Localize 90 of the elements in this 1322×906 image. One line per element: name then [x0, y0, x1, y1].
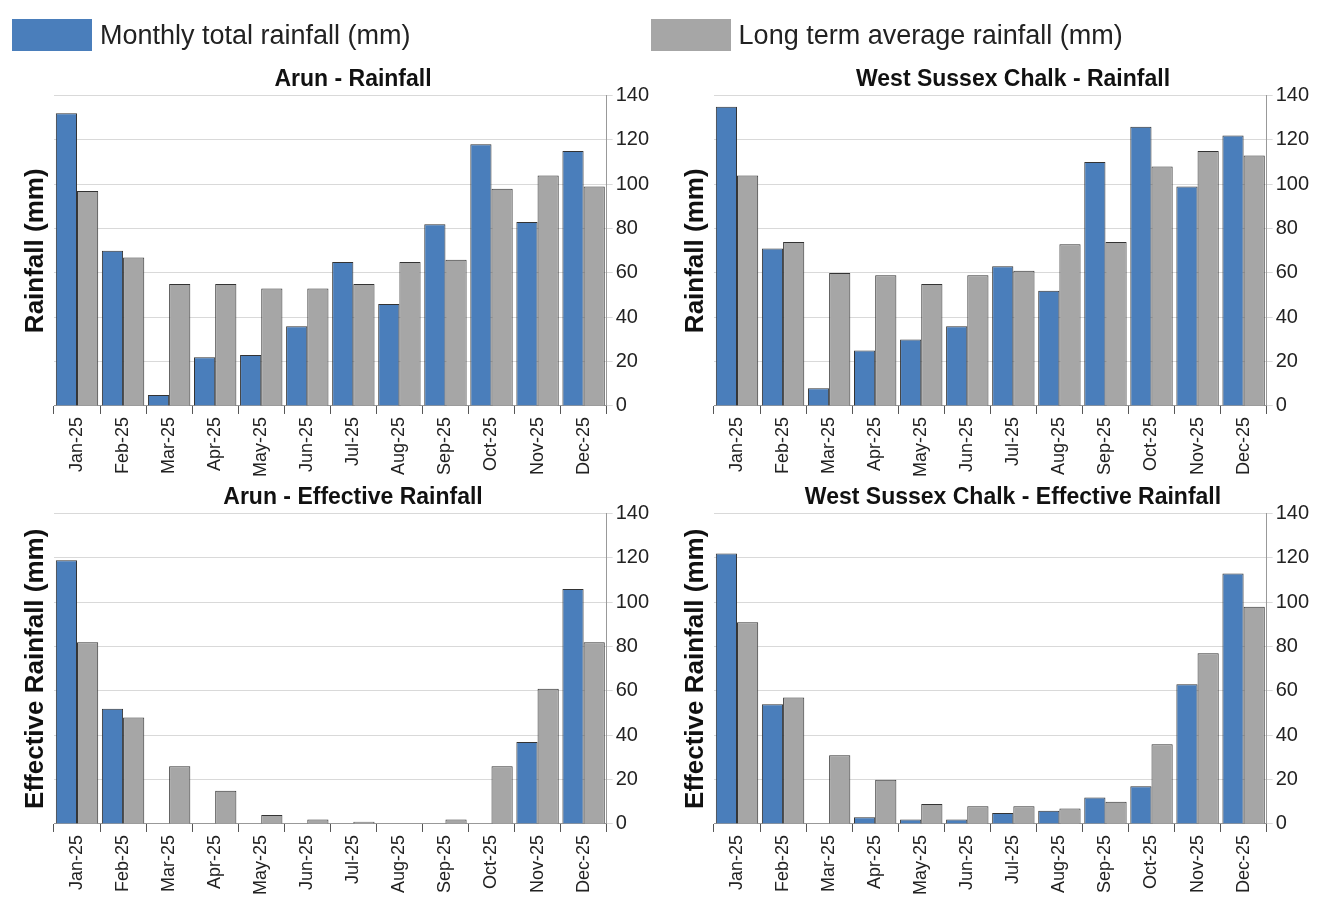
x-tick-label: Sep-25 — [434, 416, 455, 476]
x-tick-label: Apr-25 — [204, 834, 225, 890]
y-tick-label: 100 — [615, 589, 650, 612]
x-tick-label: Aug-25 — [1048, 416, 1069, 476]
x-tick-label: Dec-25 — [1232, 416, 1253, 476]
x-tick-label: Mar-25 — [818, 834, 839, 892]
x-tick-label: May-25 — [910, 834, 931, 896]
x-tick-label: Oct-25 — [1140, 834, 1161, 890]
x-tick-label: Aug-25 — [1048, 834, 1069, 894]
x-tick-label: May-25 — [250, 416, 271, 478]
x-tick-label: Sep-25 — [1094, 834, 1115, 894]
legend-label: Long term average rainfall (mm) — [738, 19, 1123, 51]
x-tick-label: Sep-25 — [434, 834, 455, 894]
y-axis-title: Rainfall (mm) — [679, 168, 710, 334]
y-tick-label: 40 — [1275, 722, 1298, 745]
x-tick-label: Oct-25 — [480, 416, 501, 472]
y-tick-label: 40 — [1275, 304, 1298, 327]
x-tick-label: Apr-25 — [864, 834, 885, 890]
y-axis-title: Effective Rainfall (mm) — [679, 528, 710, 809]
x-tick-label: May-25 — [910, 416, 931, 478]
x-tick-label: Jan-25 — [726, 834, 746, 891]
x-tick-label: Jul-25 — [342, 416, 363, 467]
x-tick-label: Mar-25 — [158, 834, 179, 892]
x-tick-label: Nov-25 — [1186, 416, 1207, 476]
x-tick-label: Sep-25 — [1094, 416, 1115, 476]
x-tick-label: Aug-25 — [388, 416, 409, 476]
x-tick-label: Jun-25 — [956, 834, 977, 891]
y-tick-label: 0 — [615, 393, 627, 416]
y-tick-label: 0 — [615, 811, 627, 834]
x-tick-label: Nov-25 — [1186, 834, 1207, 894]
y-tick-label: 140 — [1275, 501, 1310, 524]
x-tick-label: Oct-25 — [480, 834, 501, 890]
y-tick-label: 20 — [615, 349, 638, 372]
x-tick-label: May-25 — [250, 834, 271, 896]
x-tick-label: Mar-25 — [818, 416, 839, 474]
y-tick-label: 100 — [615, 171, 650, 194]
y-tick-label: 140 — [1275, 83, 1310, 106]
x-tick-label: Mar-25 — [158, 416, 179, 474]
y-tick-label: 140 — [615, 83, 650, 106]
x-tick-label: Jul-25 — [342, 834, 363, 885]
chart-title: Arun - Rainfall — [274, 65, 432, 92]
x-tick-label: Feb-25 — [772, 416, 793, 475]
x-tick-label: Jun-25 — [296, 416, 317, 473]
x-tick-label: Jan-25 — [66, 834, 86, 891]
y-tick-label: 60 — [1275, 260, 1298, 283]
chart-title: West Sussex Chalk - Rainfall — [855, 65, 1171, 92]
y-tick-label: 120 — [615, 545, 650, 568]
x-tick-label: Feb-25 — [772, 834, 793, 893]
y-axis-title: Rainfall (mm) — [19, 168, 50, 334]
y-tick-label: 120 — [615, 127, 650, 150]
y-tick-label: 100 — [1275, 171, 1310, 194]
y-tick-label: 140 — [615, 501, 650, 524]
y-tick-label: 60 — [1275, 678, 1298, 701]
y-tick-label: 40 — [615, 722, 638, 745]
y-tick-label: 20 — [1275, 349, 1298, 372]
y-tick-label: 40 — [615, 304, 638, 327]
y-tick-label: 0 — [1275, 393, 1287, 416]
x-tick-label: Dec-25 — [572, 834, 593, 894]
x-tick-label: Oct-25 — [1140, 416, 1161, 472]
legend-label: Monthly total rainfall (mm) — [100, 19, 411, 51]
x-tick-label: Jul-25 — [1002, 416, 1023, 467]
y-tick-label: 120 — [1275, 545, 1310, 568]
x-tick-label: Jun-25 — [296, 834, 317, 891]
y-tick-label: 20 — [1275, 767, 1298, 790]
x-tick-label: Aug-25 — [388, 834, 409, 894]
y-tick-label: 80 — [615, 634, 638, 657]
chart-title: West Sussex Chalk - Effective Rainfall — [804, 483, 1222, 510]
y-tick-label: 60 — [615, 678, 638, 701]
x-tick-label: Nov-25 — [526, 834, 547, 894]
x-tick-label: Apr-25 — [204, 416, 225, 472]
x-tick-label: Feb-25 — [112, 416, 133, 475]
y-tick-label: 80 — [615, 216, 638, 239]
x-tick-label: Dec-25 — [1232, 834, 1253, 894]
y-tick-label: 60 — [615, 260, 638, 283]
y-tick-label: 20 — [615, 767, 638, 790]
x-tick-label: Jan-25 — [726, 416, 746, 473]
x-tick-label: Nov-25 — [526, 416, 547, 476]
x-tick-label: Jul-25 — [1002, 834, 1023, 885]
y-axis-title: Effective Rainfall (mm) — [19, 528, 50, 809]
x-tick-label: Jun-25 — [956, 416, 977, 473]
x-tick-label: Jan-25 — [66, 416, 86, 473]
x-tick-label: Feb-25 — [112, 834, 133, 893]
chart-title: Arun - Effective Rainfall — [223, 483, 483, 510]
y-tick-label: 100 — [1275, 589, 1310, 612]
x-tick-label: Apr-25 — [864, 416, 885, 472]
y-tick-label: 80 — [1275, 216, 1298, 239]
x-tick-label: Dec-25 — [572, 416, 593, 476]
y-tick-label: 80 — [1275, 634, 1298, 657]
y-tick-label: 0 — [1275, 811, 1287, 834]
y-tick-label: 120 — [1275, 127, 1310, 150]
